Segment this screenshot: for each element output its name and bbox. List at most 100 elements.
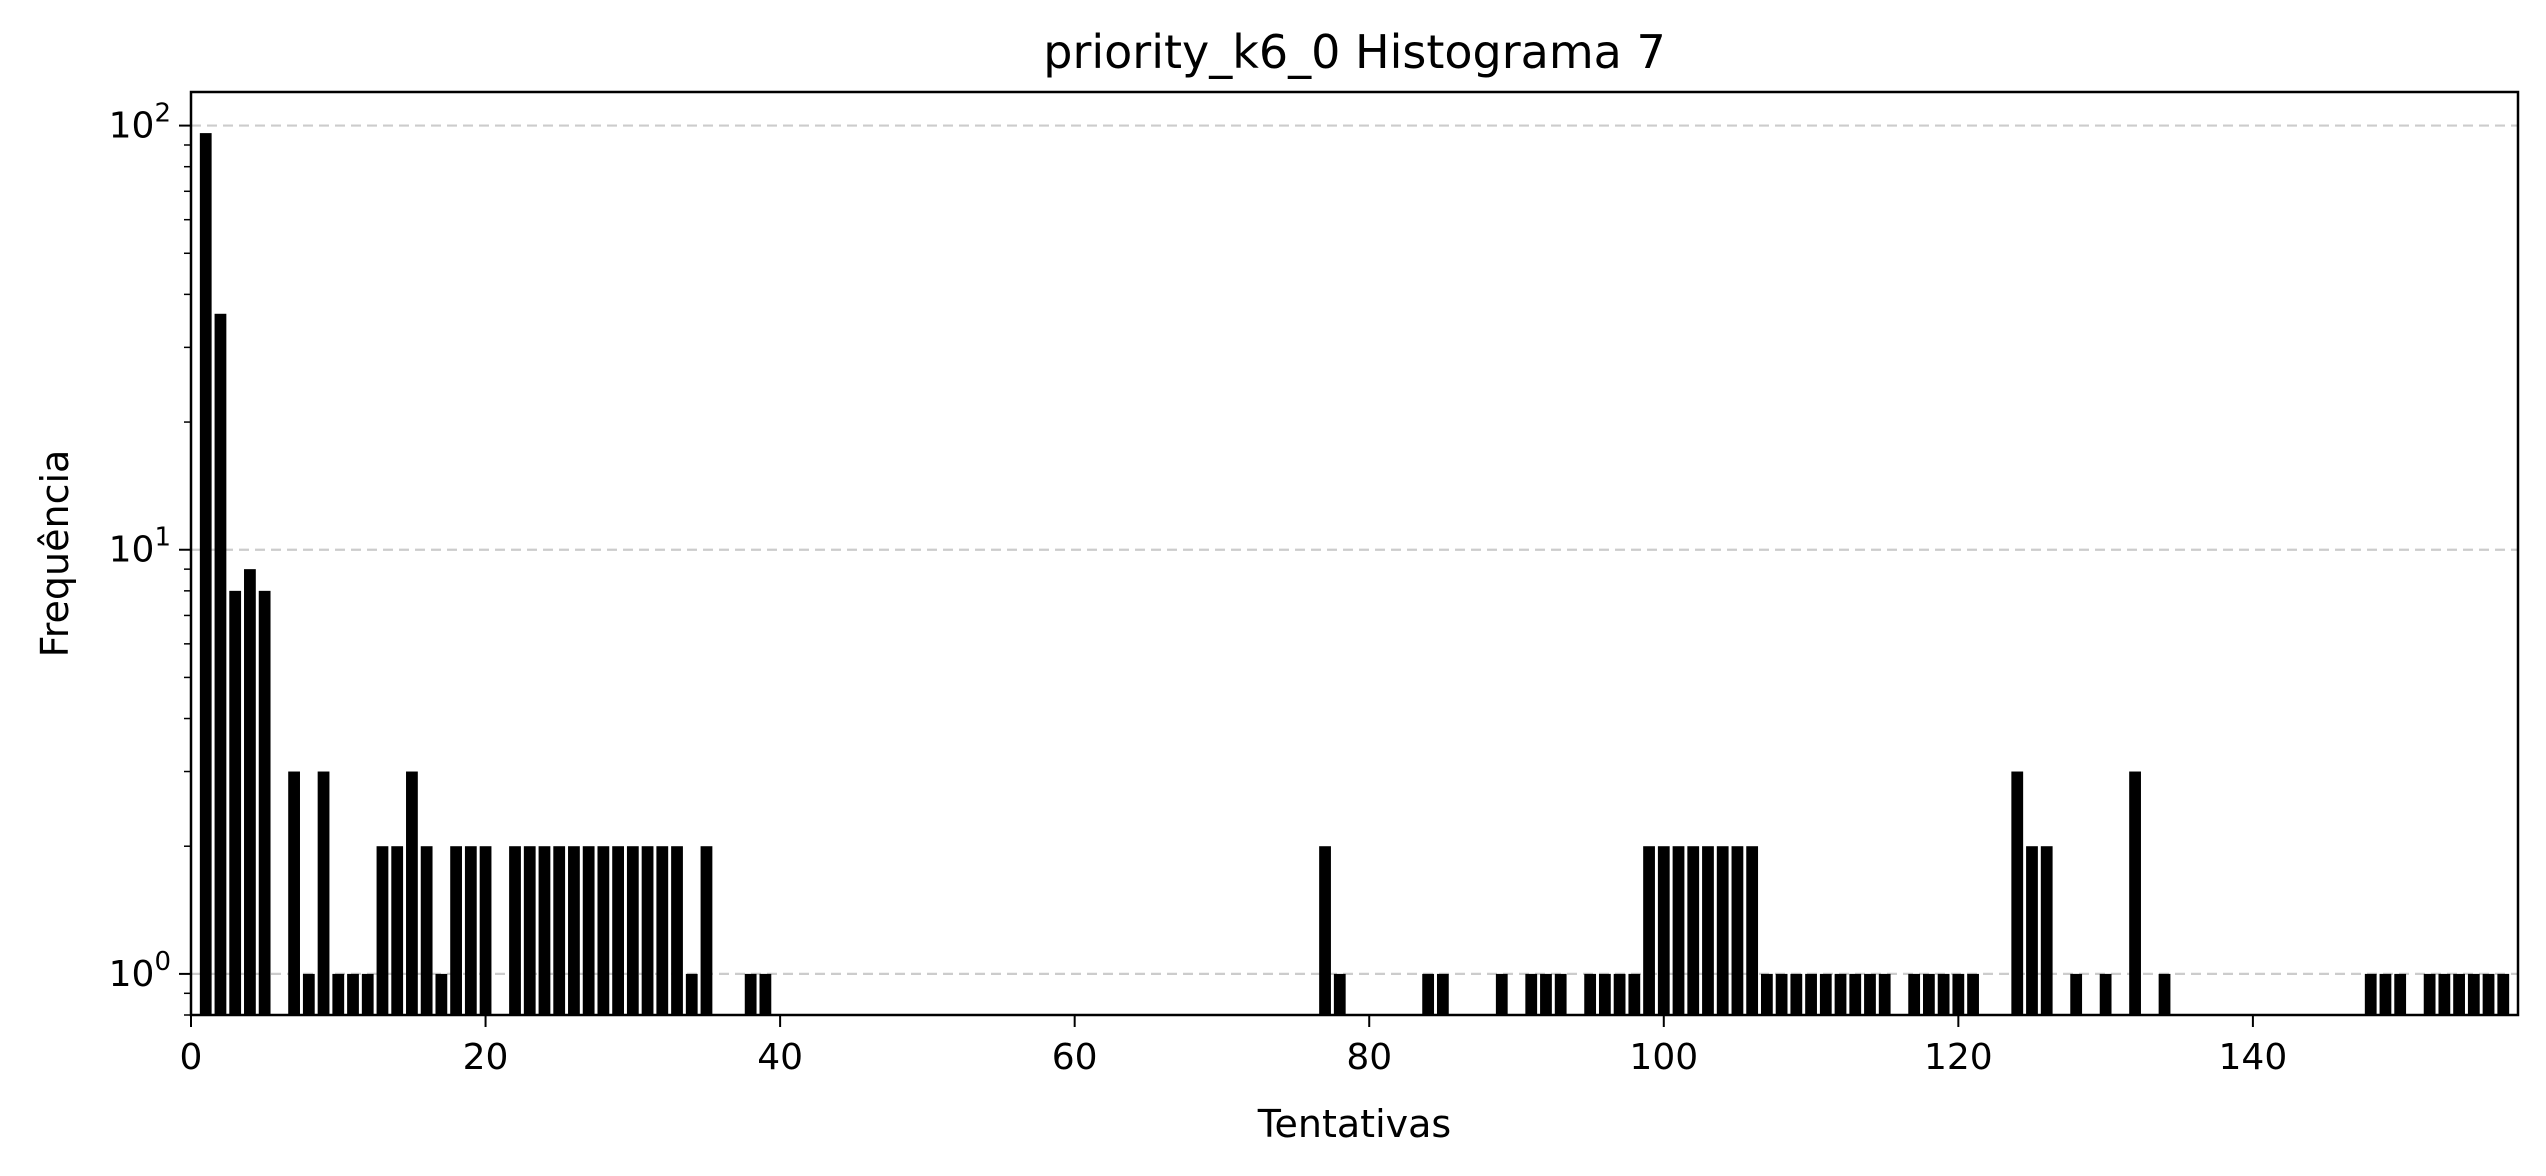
bar <box>1584 973 1597 1015</box>
bar <box>1967 973 1979 1015</box>
bar <box>1834 973 1847 1015</box>
bar <box>597 846 610 1015</box>
bar <box>1731 846 1744 1015</box>
bar <box>1775 973 1788 1015</box>
bar <box>1937 973 1950 1015</box>
bar <box>1908 973 1921 1015</box>
bar <box>1422 973 1435 1015</box>
bar <box>450 846 462 1015</box>
bar <box>2364 973 2377 1015</box>
bar <box>1790 973 1803 1015</box>
bar <box>1540 973 1552 1015</box>
bar <box>2467 973 2480 1015</box>
bar <box>1746 846 1759 1015</box>
x-tick-label: 40 <box>757 1037 803 1078</box>
bar <box>2497 973 2510 1015</box>
bar <box>568 846 580 1015</box>
plot-frame <box>189 90 2520 1017</box>
bar <box>317 771 330 1015</box>
x-tick-label: 20 <box>463 1037 509 1078</box>
bar <box>1819 973 1832 1015</box>
x-tick-label: 80 <box>1346 1037 1392 1078</box>
bar <box>1495 973 1508 1015</box>
bar <box>1716 846 1729 1015</box>
bar <box>1878 973 1891 1015</box>
bar <box>435 973 448 1015</box>
bar <box>1628 973 1641 1015</box>
bar <box>391 846 404 1015</box>
bar <box>509 846 521 1015</box>
y-tick-label: 101 <box>109 523 171 571</box>
bar <box>1864 973 1876 1015</box>
y-axis-label: Frequência <box>33 450 77 658</box>
bar <box>671 846 683 1015</box>
bar <box>1760 973 1773 1015</box>
bar <box>1333 973 1346 1015</box>
bar <box>1672 846 1685 1015</box>
bar <box>1643 846 1655 1015</box>
bar <box>2011 771 2024 1015</box>
bar <box>1687 846 1700 1015</box>
bar <box>258 590 271 1015</box>
bar <box>2158 973 2171 1015</box>
x-tick-label: 0 <box>180 1037 203 1078</box>
y-tick-label: 102 <box>109 99 171 147</box>
bar <box>244 569 256 1015</box>
bar <box>744 973 757 1015</box>
bar <box>1952 973 1965 1015</box>
bar <box>1613 973 1626 1015</box>
bar <box>2423 973 2436 1015</box>
bar <box>1849 973 1862 1015</box>
bar <box>626 846 639 1015</box>
chart-title: priority_k6_0 Histograma 7 <box>1043 25 1665 79</box>
bar <box>1554 973 1567 1015</box>
y-axis-ticks: 100 101 102 <box>109 99 191 1016</box>
y-tick-label: 100 <box>109 947 171 995</box>
bar <box>361 973 374 1015</box>
bar <box>2453 973 2465 1015</box>
x-tick-label: 60 <box>1052 1037 1098 1078</box>
bar <box>2026 846 2038 1015</box>
bar <box>199 133 212 1016</box>
bar <box>1598 973 1611 1015</box>
bar <box>229 590 242 1015</box>
bars <box>199 133 2510 1016</box>
bar <box>538 846 551 1015</box>
bar <box>612 846 624 1015</box>
x-axis-label: Tentativas <box>1257 1102 1451 1146</box>
bar <box>1702 846 1714 1015</box>
bar <box>420 846 433 1015</box>
bar <box>2040 846 2053 1015</box>
bar <box>2482 973 2495 1015</box>
bar <box>332 973 345 1015</box>
bar <box>1319 846 1331 1015</box>
bar <box>582 846 595 1015</box>
bar <box>479 846 492 1015</box>
bar <box>2129 771 2141 1015</box>
bar <box>288 771 300 1015</box>
bar <box>347 973 359 1015</box>
bar <box>553 846 566 1015</box>
x-tick-label: 140 <box>2219 1037 2288 1078</box>
bar <box>2099 973 2112 1015</box>
bar <box>2394 973 2407 1015</box>
bar <box>759 973 772 1015</box>
bar <box>2438 973 2451 1015</box>
bar <box>685 973 698 1015</box>
bar <box>1436 973 1449 1015</box>
bar <box>464 846 477 1015</box>
x-tick-label: 100 <box>1629 1037 1698 1078</box>
bar <box>406 771 418 1015</box>
bar <box>523 846 536 1015</box>
bar <box>1922 973 1935 1015</box>
bar <box>1657 846 1670 1015</box>
bar <box>302 973 315 1015</box>
x-tick-label: 120 <box>1924 1037 1993 1078</box>
x-axis-ticks: 0 20 40 60 80 100 120 140 <box>180 1015 2288 1078</box>
bar <box>656 846 669 1015</box>
bar <box>2070 973 2083 1015</box>
bar <box>641 846 654 1015</box>
bar <box>214 313 227 1016</box>
bar <box>700 846 713 1015</box>
